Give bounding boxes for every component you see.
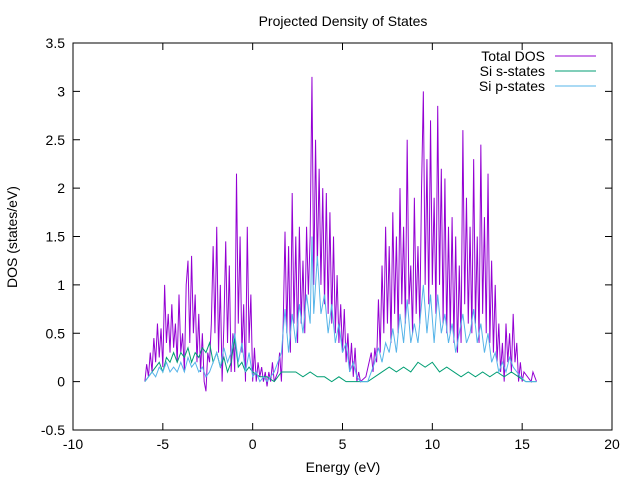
y-tick-label: 0.5: [46, 325, 66, 341]
x-tick-label: 10: [425, 436, 441, 452]
y-tick-label: 1: [57, 277, 65, 293]
x-tick-label: -10: [63, 436, 83, 452]
series-line-si-p-states: [144, 236, 537, 383]
x-axis: -10 -5 0 5 10 15 20: [63, 43, 620, 452]
series-line-total-dos: [144, 76, 538, 392]
y-tick-label: 2.5: [46, 132, 66, 148]
x-tick-label: 15: [514, 436, 530, 452]
x-tick-label: -5: [157, 436, 170, 452]
legend-label: Si s-states: [480, 63, 545, 79]
x-axis-label: Energy (eV): [306, 459, 381, 475]
legend-label: Si p-states: [479, 78, 545, 94]
y-tick-label: 2: [57, 180, 65, 196]
y-axis-label: DOS (states/eV): [4, 186, 20, 288]
plot-frame: [72, 42, 613, 431]
y-axis: -0.5 0 0.5 1 1.5 2 2.5 3 3.5: [41, 35, 612, 438]
x-tick-label: 20: [604, 436, 620, 452]
series-line-si-s-states: [144, 338, 537, 383]
y-tick-label: 0: [57, 374, 65, 390]
legend-label: Total DOS: [481, 48, 545, 64]
x-tick-label: 5: [339, 436, 347, 452]
y-tick-label: 3: [57, 83, 65, 99]
y-tick-label: 1.5: [46, 229, 66, 245]
x-tick-label: 0: [249, 436, 257, 452]
y-tick-label: 3.5: [46, 35, 66, 51]
chart-title: Projected Density of States: [259, 13, 428, 29]
y-tick-label: -0.5: [41, 422, 65, 438]
series-layer: [144, 76, 538, 392]
